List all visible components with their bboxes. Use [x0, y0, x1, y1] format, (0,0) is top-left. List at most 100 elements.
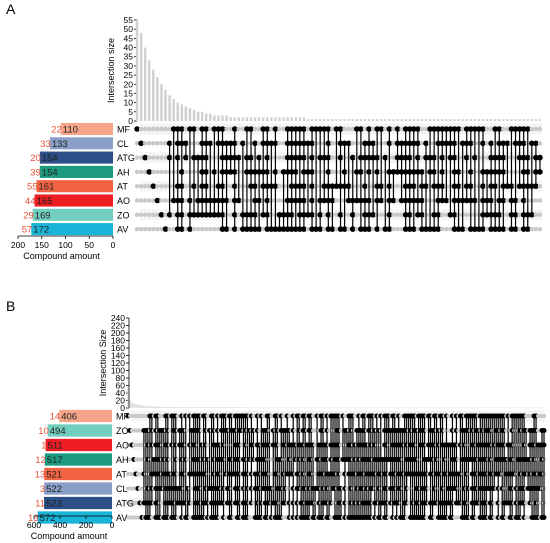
- intersection-bar: [447, 407, 450, 409]
- matrix-dot-active: [313, 226, 319, 232]
- matrix-dot-inactive: [191, 226, 197, 232]
- matrix-dot-inactive: [151, 212, 156, 218]
- intersection-bar: [236, 407, 239, 408]
- matrix-dot-active: [244, 126, 250, 132]
- intersection-bar: [270, 117, 273, 121]
- matrix-dot-active: [533, 183, 539, 189]
- intersection-bar: [481, 119, 485, 121]
- matrix-dot-active: [467, 169, 474, 175]
- matrix-dot-active: [488, 154, 494, 161]
- matrix-dot-active: [292, 140, 299, 147]
- matrix-dot-active: [272, 140, 279, 147]
- matrix-dot-inactive: [484, 126, 490, 132]
- intersection-bar: [155, 406, 157, 408]
- intersection-bar: [483, 407, 485, 409]
- matrix-dot-active: [419, 212, 425, 218]
- intersection-bar: [392, 119, 395, 121]
- matrix-dot-inactive: [537, 126, 543, 132]
- matrix-dot-active: [500, 140, 507, 147]
- matrix-dot-active: [272, 126, 279, 132]
- matrix-dot-active: [516, 140, 523, 147]
- set-size-bar: [60, 122, 113, 136]
- matrix-dot-inactive: [256, 141, 262, 146]
- matrix-dot-active: [463, 183, 470, 189]
- intersection-bar: [509, 407, 511, 409]
- matrix-dot-active: [337, 212, 344, 218]
- intersection-bar: [324, 407, 326, 409]
- y-tick-label: 25: [124, 70, 134, 80]
- intersection-bar: [418, 407, 420, 409]
- set-size-bar: [49, 137, 113, 150]
- matrix-dot-active: [223, 169, 230, 175]
- matrix-dot-active: [366, 140, 372, 147]
- matrix-dot-active: [496, 126, 503, 132]
- matrix-dot-active: [174, 212, 181, 218]
- matrix-dot-active: [341, 169, 348, 175]
- intersection-bar: [453, 119, 456, 121]
- intersection-bar: [316, 407, 318, 409]
- matrix-dot-active: [170, 126, 177, 132]
- matrix-dot-inactive: [208, 126, 213, 132]
- matrix-dot-inactive: [216, 226, 221, 232]
- intersection-bar: [521, 407, 523, 409]
- intersection-bar: [139, 32, 143, 121]
- intersection-bar: [437, 407, 440, 409]
- matrix-dot-active: [235, 197, 242, 204]
- intersection-bar: [402, 407, 404, 409]
- intersection-bar: [246, 407, 249, 409]
- matrix-dot-active: [179, 212, 185, 218]
- intersection-bar: [153, 406, 155, 408]
- set-size-bar: [31, 223, 113, 236]
- matrix-dot-active: [386, 169, 393, 175]
- matrix-dot-active: [439, 183, 446, 189]
- matrix-dot-active: [199, 197, 205, 204]
- intersection-bar: [351, 119, 354, 121]
- matrix-dot-active: [244, 169, 250, 175]
- matrix-dot-inactive: [138, 155, 144, 160]
- intersection-bar: [477, 407, 479, 409]
- matrix-dot-inactive: [134, 226, 140, 232]
- matrix-dot-inactive: [155, 212, 160, 218]
- intersection-bar: [276, 407, 278, 409]
- matrix-dot-active: [516, 126, 523, 132]
- matrix-dot-active: [256, 197, 262, 204]
- matrix-dot-active: [223, 197, 230, 204]
- matrix-dot-active: [179, 169, 185, 175]
- intersection-bar: [184, 106, 188, 121]
- matrix-dot-active: [427, 226, 433, 232]
- matrix-dot-active: [309, 154, 315, 161]
- matrix-dot-active: [394, 154, 401, 161]
- matrix-dot-active: [435, 126, 442, 132]
- matrix-dot-active: [467, 183, 474, 189]
- intersection-bar: [406, 407, 408, 409]
- matrix-dot-active: [512, 197, 519, 204]
- matrix-dot-active: [431, 226, 437, 232]
- matrix-dot-active: [406, 183, 413, 189]
- matrix-dot-active: [476, 126, 482, 132]
- intersection-bar: [372, 407, 374, 409]
- intersection-bar: [152, 69, 155, 121]
- matrix-dot-active: [415, 126, 421, 132]
- intersection-bar: [538, 119, 542, 121]
- matrix-dot-active: [423, 226, 429, 232]
- matrix-dot-active: [317, 154, 323, 161]
- matrix-dot-active: [533, 140, 539, 147]
- matrix-dot-inactive: [159, 155, 164, 160]
- intersection-bar: [200, 111, 204, 121]
- matrix-dot-active: [492, 169, 498, 175]
- matrix-dot-inactive: [155, 226, 160, 232]
- intersection-bar: [461, 119, 464, 121]
- intersection-bar: [330, 407, 332, 409]
- matrix-dot-active: [508, 197, 515, 204]
- matrix-dot-active: [354, 197, 360, 204]
- matrix-dot-active: [170, 197, 177, 204]
- matrix-dot-active: [260, 126, 267, 132]
- matrix-dot-active: [244, 154, 250, 161]
- matrix-dot-active: [524, 226, 531, 232]
- intersection-bar: [262, 407, 264, 409]
- matrix-dot-active: [382, 154, 389, 161]
- matrix-dot-active: [480, 197, 486, 204]
- matrix-dot-inactive: [537, 226, 543, 232]
- set-name-label: ATG: [116, 499, 134, 509]
- matrix-dot-active: [264, 140, 271, 147]
